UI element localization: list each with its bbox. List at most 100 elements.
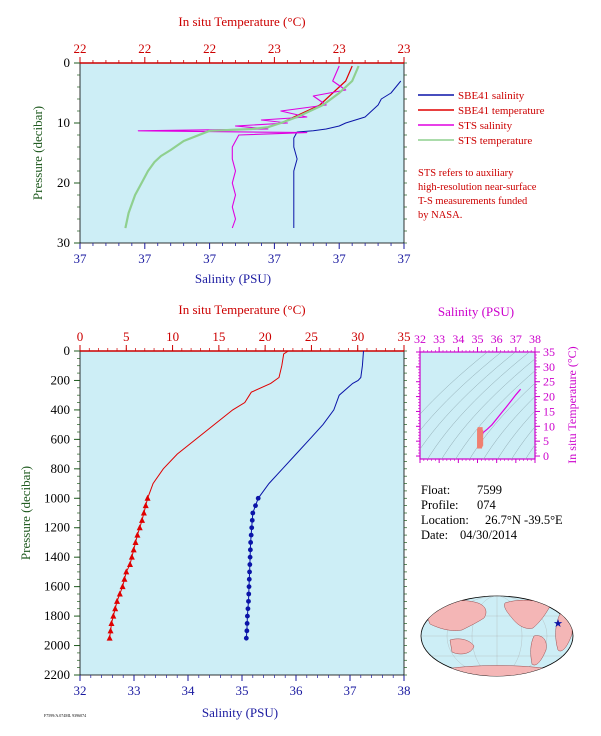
profile-series [106,351,364,641]
profile-temperature-marker [114,597,121,604]
surface-temperature-tick-label: 22 [74,41,87,56]
profile-salinity-tick-label: 36 [290,683,304,698]
surface-salinity-tick-label: 37 [74,251,88,266]
profile-salinity-tick-label: 37 [344,683,358,698]
profile-temperature-marker [108,619,115,626]
surface-pressure-tick-label: 30 [57,235,70,250]
profile-salinity-tick-label: 35 [236,683,249,698]
ts-density-contour [525,444,535,459]
ts-density-contour [420,352,488,415]
profile-temperature-marker [144,494,151,501]
surface-series-sbe41-salinity [293,80,402,228]
ts-density-contours [420,352,535,459]
profile-label: Profile: [421,498,459,512]
profile-salinity-marker [246,591,252,597]
ts-density-contour [455,370,535,459]
surface-pressure-tick-label: 10 [57,115,70,130]
surface-salinity-tick-label: 37 [268,251,282,266]
profile-temperature-marker [142,502,149,509]
surface-salinity-axis-label: Salinity (PSU) [195,271,271,286]
profile-salinity-marker [249,525,255,531]
ts-temperature-tick-label: 30 [543,360,555,374]
ts-deep-marker [477,427,483,432]
profile-salinity-marker [243,635,249,641]
profile-salinity-axis-label: Salinity (PSU) [202,705,278,720]
surface-salinity-tick-label: 37 [138,251,152,266]
profile-temperature-marker [140,509,147,516]
profile-salinity-marker [248,540,254,545]
ts-density-contour [497,410,535,459]
profile-salinity-marker [247,562,253,567]
ts-temperature-tick-label: 0 [543,449,549,463]
profile-temperature-marker [123,568,130,575]
profile-pressure-tick-label: 1000 [44,490,70,505]
profile-temperature-tick-label: 5 [123,329,130,344]
ts-temperature-tick-label: 20 [543,390,555,404]
footer-code: F7599/A.074ML 9396074 [44,713,86,718]
profile-temperature-marker [139,516,146,523]
ts-temperature-tick-label: 35 [543,345,555,359]
profile-pressure-tick-label: 2000 [44,638,70,653]
surface-salinity-tick-label: 37 [398,251,412,266]
profile-temperature-tick-label: 35 [398,329,411,344]
profile-pressure-tick-label: 200 [51,372,71,387]
surface-temperature-ticks: 22 22 22 23 23 23 [74,41,411,63]
profile-temperature-marker [134,531,141,538]
profile-salinity-tick-label: 32 [74,683,87,698]
surface-pressure-tick-label: 20 [57,175,70,190]
profile-temperature-axis-label: In situ Temperature (°C) [178,302,305,317]
surface-panel: 22 22 22 23 23 23 37 37 37 37 37 37 0 10 20 30 In sit… [30,14,411,286]
profile-temperature-marker [126,561,133,568]
ts-density-contour [420,352,516,450]
surface-series-sts-salinity [137,65,347,229]
profile-pressure-tick-label: 400 [51,402,71,417]
profile-salinity-marker [250,510,256,516]
profile-pressure-tick-label: 1400 [44,549,70,564]
profile-salinity-marker [244,621,250,626]
legend: SBE41 salinity SBE41 temperature STS salin… [418,90,545,221]
surface-temperature-tick-label: 22 [138,41,151,56]
profile-plot-area [79,350,405,676]
ts-density-contour [420,352,502,431]
profile-salinity-marker [245,606,251,612]
location-map: ★ [420,595,574,677]
ts-density-contour [427,352,530,459]
float-location-marker: ★ [553,618,563,630]
profile-temperature-marker [112,605,119,612]
legend-label: STS temperature [458,135,532,147]
legend-note-line-2: high-resolution near-surface [418,182,537,193]
profile-salinity-marker [246,584,252,590]
float-label: Float: [421,483,450,497]
float-info: Float: 7599 Profile: 074 Location: 26.7°… [421,483,563,542]
surface-temperature-tick-label: 23 [333,41,346,56]
profile-temperature-tick-label: 0 [77,329,84,344]
legend-label: SBE41 salinity [458,90,525,102]
ts-salinity-tick-label: 38 [529,332,541,346]
surface-pressure-axis-label: Pressure (decibar) [30,106,45,200]
surface-salinity-tick-label: 37 [333,251,347,266]
surface-pressure-tick-label: 0 [64,55,71,70]
profile-temperature-marker [128,553,135,560]
legend-label: SBE41 temperature [458,105,545,117]
profile-salinity-marker [255,495,261,501]
profile-salinity-tick-label: 38 [398,683,411,698]
legend-note-line-1: STS refers to auxiliary [418,168,514,179]
legend-note-line-4: by NASA. [418,210,462,221]
profile-temperature-tick-label: 25 [305,329,318,344]
profile-salinity-marker [247,554,253,560]
profile-temperature-marker [130,546,137,553]
profile-salinity-marker [247,547,253,553]
surface-temperature-tick-label: 22 [203,41,216,56]
ts-temperature-axis-label: In situ Temperature (°C) [565,346,579,463]
profile-temperature-marker [132,538,139,545]
date-value: 04/30/2014 [460,528,518,542]
ts-density-contour [441,358,535,459]
location-label: Location: [421,513,469,527]
ts-salinity-tick-label: 34 [452,332,464,346]
profile-salinity-tick-label: 34 [182,683,196,698]
surface-series [124,65,402,229]
legend-label: STS salinity [458,120,513,132]
